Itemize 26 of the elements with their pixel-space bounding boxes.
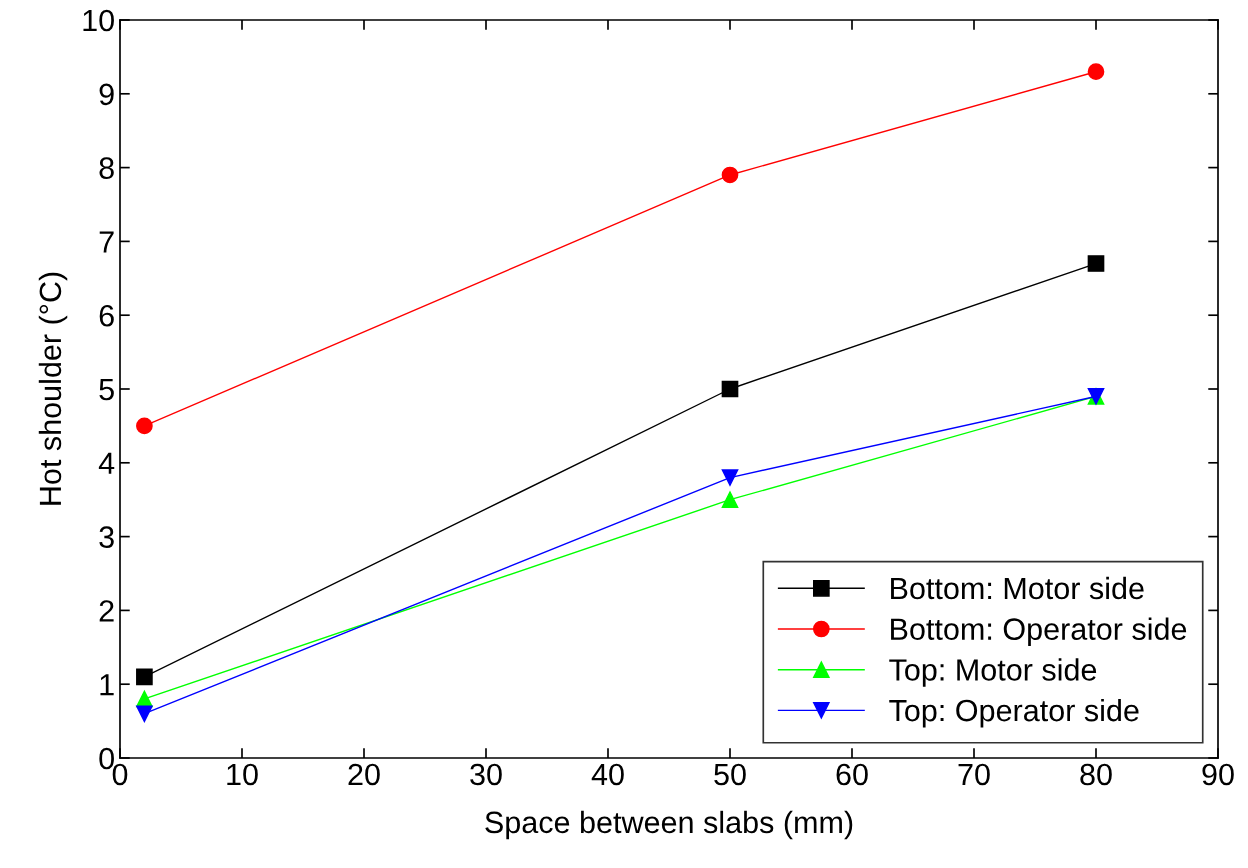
x-tick-label: 90 bbox=[1202, 763, 1234, 786]
y-tick-label: 3 bbox=[99, 526, 114, 548]
y-tick-label: 7 bbox=[99, 231, 114, 253]
legend-label: Bottom: Motor side bbox=[891, 576, 1144, 600]
y-tick-label: 2 bbox=[99, 600, 114, 622]
y-tick-label: 0 bbox=[99, 747, 114, 770]
y-tick-label: 10 bbox=[83, 9, 114, 32]
y-tick-label: 6 bbox=[99, 304, 114, 327]
x-tick-label: 70 bbox=[958, 763, 990, 786]
legend-label: Top: Motor side bbox=[889, 658, 1097, 687]
x-tick-label: 80 bbox=[1080, 763, 1112, 786]
x-axis-title: Space between slabs (mm) bbox=[485, 810, 853, 840]
y-tick-label: 1 bbox=[100, 674, 114, 696]
y-tick-label: 4 bbox=[98, 452, 115, 474]
y-tick-label: 9 bbox=[99, 83, 114, 106]
x-tick-label: 60 bbox=[836, 763, 868, 786]
x-tick-label: 40 bbox=[591, 763, 624, 786]
x-tick-label: 30 bbox=[470, 763, 502, 786]
y-tick-label: 5 bbox=[99, 379, 114, 401]
legend-label: Top: Operator side bbox=[889, 698, 1139, 728]
y-tick-label: 8 bbox=[99, 157, 114, 179]
x-tick-label: 50 bbox=[714, 763, 746, 786]
y-axis-title: Hot shoulder (°C) bbox=[38, 272, 68, 505]
x-tick-label: 20 bbox=[348, 763, 380, 786]
x-tick-label: 10 bbox=[227, 763, 258, 786]
legend-label: Bottom: Operator side bbox=[891, 617, 1187, 647]
